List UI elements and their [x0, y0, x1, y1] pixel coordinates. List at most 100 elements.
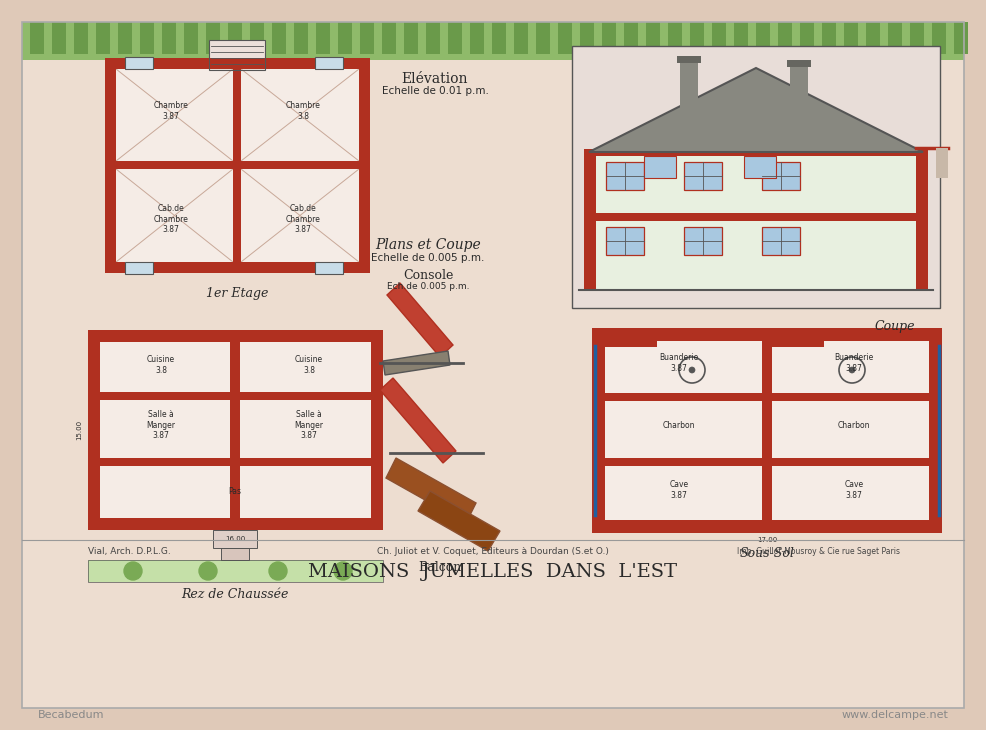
Bar [572, 46, 940, 308]
Text: 15.00: 15.00 [76, 420, 82, 440]
Polygon shape [383, 351, 450, 375]
Text: 16.00: 16.00 [225, 536, 246, 542]
Text: Cuisine
3.8: Cuisine 3.8 [147, 356, 176, 374]
Bar [596, 213, 916, 221]
Bar [315, 262, 343, 274]
Bar [184, 22, 198, 54]
Bar [228, 22, 242, 54]
Bar [88, 330, 383, 342]
Text: Chambre
3.87: Chambre 3.87 [154, 101, 188, 120]
Bar [624, 22, 638, 54]
Text: Buanderie
3.87: Buanderie 3.87 [834, 353, 874, 373]
Circle shape [334, 562, 352, 580]
Bar [230, 330, 240, 530]
Text: Cuisine
3.8: Cuisine 3.8 [295, 356, 323, 374]
Bar [30, 22, 44, 54]
Bar [844, 22, 858, 54]
Bar [470, 22, 484, 54]
Text: MAISONS  JUMELLES  DANS  L'EST: MAISONS JUMELLES DANS L'EST [309, 563, 677, 581]
Text: Sous-Sol: Sous-Sol [740, 547, 795, 560]
Circle shape [124, 562, 142, 580]
Bar [315, 262, 343, 274]
Bar [404, 22, 418, 54]
Bar [140, 22, 154, 54]
Bar [88, 560, 383, 582]
Bar [100, 342, 371, 518]
Bar [936, 148, 948, 178]
Bar [954, 22, 968, 54]
Text: Salle à
Manger
3.87: Salle à Manger 3.87 [147, 410, 176, 440]
Bar [596, 148, 916, 156]
Bar [492, 22, 506, 54]
Bar [105, 161, 370, 169]
Polygon shape [387, 283, 453, 357]
Bar [88, 458, 383, 466]
Text: Elévation: Elévation [401, 72, 468, 86]
Bar [118, 22, 132, 54]
Text: Echelle de 0.01 p.m.: Echelle de 0.01 p.m. [382, 86, 488, 96]
Bar [558, 22, 572, 54]
Bar [932, 22, 946, 54]
Bar [916, 149, 928, 290]
Bar [592, 328, 605, 533]
Bar [762, 162, 800, 190]
Bar [536, 22, 550, 54]
Bar [592, 328, 942, 341]
Text: Ech.de 0.005 p.m.: Ech.de 0.005 p.m. [387, 282, 469, 291]
Polygon shape [589, 68, 923, 152]
Bar [116, 69, 359, 262]
Bar [734, 22, 748, 54]
Bar [592, 520, 942, 533]
Bar [606, 162, 644, 190]
Bar [88, 330, 100, 530]
Bar [644, 156, 676, 178]
Bar [125, 57, 153, 69]
Bar [762, 227, 800, 255]
Text: Chambre
3.8: Chambre 3.8 [286, 101, 320, 120]
Bar [684, 162, 722, 190]
Bar [580, 22, 594, 54]
Bar [646, 22, 660, 54]
Bar [315, 57, 343, 69]
Polygon shape [418, 491, 500, 551]
Circle shape [199, 562, 217, 580]
Circle shape [269, 562, 287, 580]
Bar [382, 22, 396, 54]
Text: Cave
3.87: Cave 3.87 [844, 480, 864, 500]
Bar [371, 330, 383, 530]
Bar [592, 393, 942, 401]
Text: Balcon: Balcon [418, 561, 461, 574]
Bar [162, 22, 176, 54]
Bar [272, 22, 286, 54]
Circle shape [849, 367, 855, 373]
Bar [221, 548, 249, 560]
Text: 1er Etage: 1er Etage [206, 287, 268, 300]
Bar [213, 530, 257, 548]
Text: 17.00: 17.00 [757, 537, 777, 543]
Bar [606, 227, 644, 255]
Text: Ch. Juliot et V. Coquet, Editeurs à Dourdan (S.et O.): Ch. Juliot et V. Coquet, Editeurs à Dour… [377, 547, 609, 556]
Bar [294, 22, 308, 54]
Bar [88, 392, 383, 400]
Text: Console: Console [403, 269, 454, 282]
Text: Cab.de
Chambre
3.87: Cab.de Chambre 3.87 [154, 204, 188, 234]
Bar [762, 162, 800, 190]
Text: Vial, Arch. D.P.L.G.: Vial, Arch. D.P.L.G. [88, 547, 171, 556]
Bar [668, 22, 682, 54]
Polygon shape [386, 458, 476, 523]
Bar [584, 149, 596, 290]
Bar [866, 22, 880, 54]
Bar [712, 22, 726, 54]
Bar [762, 227, 800, 255]
Bar [426, 22, 440, 54]
Bar [787, 60, 811, 67]
Text: Buanderie
3.87: Buanderie 3.87 [660, 353, 699, 373]
Bar [360, 22, 374, 54]
Bar [105, 58, 370, 69]
Bar [52, 22, 66, 54]
Bar [448, 22, 462, 54]
Bar [888, 22, 902, 54]
Bar [233, 58, 241, 273]
Bar [209, 40, 265, 70]
Bar [596, 156, 916, 290]
